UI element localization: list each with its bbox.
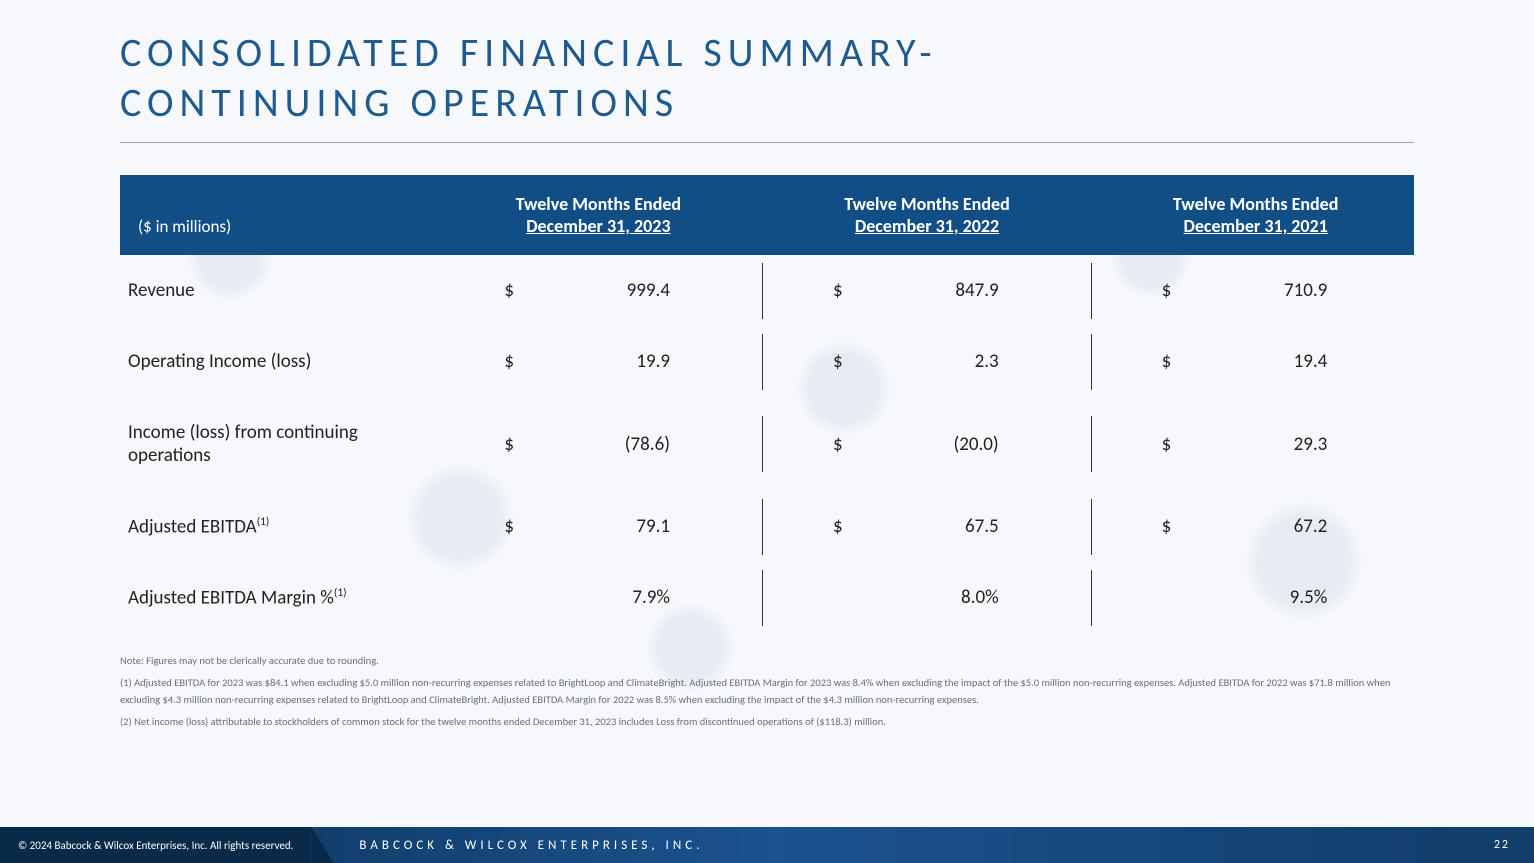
period-prefix: Twelve Months Ended bbox=[779, 193, 1076, 215]
currency-symbol: $ bbox=[440, 255, 520, 326]
units-label: ($ in millions) bbox=[120, 175, 440, 255]
col-separator bbox=[757, 326, 769, 397]
row-label: Adjusted EBITDA(1) bbox=[120, 491, 440, 562]
cell-pad bbox=[680, 326, 757, 397]
col-separator bbox=[1085, 491, 1097, 562]
footer-copyright: © 2024 Babcock & Wilcox Enterprises, Inc… bbox=[0, 827, 311, 863]
table-row: Income (loss) from continuing operations… bbox=[120, 397, 1414, 491]
col-separator bbox=[757, 397, 769, 491]
cell-value: (78.6) bbox=[520, 397, 680, 491]
cell-pad bbox=[1337, 397, 1414, 491]
table-row: Adjusted EBITDA(1)$79.1$67.5$67.2 bbox=[120, 491, 1414, 562]
cell-value: (20.0) bbox=[849, 397, 1009, 491]
header-sep bbox=[1085, 175, 1097, 255]
row-label: Revenue bbox=[120, 255, 440, 326]
cell-pad bbox=[1337, 255, 1414, 326]
cell-value: 8.0% bbox=[849, 562, 1009, 633]
col-separator bbox=[757, 255, 769, 326]
row-label: Adjusted EBITDA Margin %(1) bbox=[120, 562, 440, 633]
row-label-sup: (1) bbox=[257, 515, 270, 529]
period-prefix: Twelve Months Ended bbox=[450, 193, 747, 215]
title-block: CONSOLIDATED FINANCIAL SUMMARY- CONTINUI… bbox=[0, 0, 1534, 143]
page-title: CONSOLIDATED FINANCIAL SUMMARY- CONTINUI… bbox=[120, 28, 1414, 143]
table-row: Revenue$999.4$847.9$710.9 bbox=[120, 255, 1414, 326]
col-separator bbox=[1085, 326, 1097, 397]
cell-value: 999.4 bbox=[520, 255, 680, 326]
currency-symbol: $ bbox=[1097, 326, 1177, 397]
cell-pad bbox=[1337, 326, 1414, 397]
period-date: December 31, 2022 bbox=[779, 215, 1076, 237]
cell-pad bbox=[1337, 562, 1414, 633]
title-line-2: CONTINUING OPERATIONS bbox=[120, 78, 679, 127]
title-line-1: CONSOLIDATED FINANCIAL SUMMARY- bbox=[120, 28, 938, 77]
col-header-2021: Twelve Months Ended December 31, 2021 bbox=[1097, 175, 1414, 255]
currency-symbol: $ bbox=[1097, 397, 1177, 491]
cell-pad bbox=[680, 562, 757, 633]
col-separator bbox=[757, 562, 769, 633]
currency-symbol bbox=[769, 562, 849, 633]
currency-symbol: $ bbox=[440, 397, 520, 491]
footnote-1: (1) Adjusted EBITDA for 2023 was $84.1 w… bbox=[120, 674, 1414, 710]
cell-pad bbox=[680, 491, 757, 562]
currency-symbol: $ bbox=[440, 326, 520, 397]
footnote-2: (2) Net income (loss) attributable to st… bbox=[120, 713, 1414, 731]
row-label: Income (loss) from continuing operations bbox=[120, 397, 440, 491]
cell-value: 7.9% bbox=[520, 562, 680, 633]
cell-value: 19.9 bbox=[520, 326, 680, 397]
cell-pad bbox=[680, 397, 757, 491]
cell-value: 29.3 bbox=[1177, 397, 1337, 491]
currency-symbol: $ bbox=[440, 491, 520, 562]
table-row: Operating Income (loss)$19.9$2.3$19.4 bbox=[120, 326, 1414, 397]
header-sep bbox=[757, 175, 769, 255]
currency-symbol: $ bbox=[769, 326, 849, 397]
col-separator bbox=[1085, 397, 1097, 491]
cell-value: 67.5 bbox=[849, 491, 1009, 562]
cell-value: 710.9 bbox=[1177, 255, 1337, 326]
financial-table-wrap: ($ in millions) Twelve Months Ended Dece… bbox=[0, 143, 1534, 634]
financial-table: ($ in millions) Twelve Months Ended Dece… bbox=[120, 175, 1414, 634]
footnote-rounding: Note: Figures may not be clerically accu… bbox=[120, 652, 1414, 670]
currency-symbol: $ bbox=[1097, 255, 1177, 326]
cell-pad bbox=[680, 255, 757, 326]
cell-value: 847.9 bbox=[849, 255, 1009, 326]
cell-value: 79.1 bbox=[520, 491, 680, 562]
table-body: Revenue$999.4$847.9$710.9Operating Incom… bbox=[120, 255, 1414, 634]
table-header-row: ($ in millions) Twelve Months Ended Dece… bbox=[120, 175, 1414, 255]
currency-symbol: $ bbox=[1097, 491, 1177, 562]
cell-pad bbox=[1337, 491, 1414, 562]
col-separator bbox=[1085, 255, 1097, 326]
slide: CONSOLIDATED FINANCIAL SUMMARY- CONTINUI… bbox=[0, 0, 1534, 863]
cell-value: 67.2 bbox=[1177, 491, 1337, 562]
col-header-2022: Twelve Months Ended December 31, 2022 bbox=[769, 175, 1086, 255]
cell-pad bbox=[1009, 255, 1086, 326]
footnotes: Note: Figures may not be clerically accu… bbox=[0, 634, 1534, 731]
footer-bar: © 2024 Babcock & Wilcox Enterprises, Inc… bbox=[0, 827, 1534, 863]
cell-pad bbox=[1009, 326, 1086, 397]
cell-value: 2.3 bbox=[849, 326, 1009, 397]
footer-brand: BABCOCK & WILCOX ENTERPRISES, INC. bbox=[311, 827, 1469, 863]
row-label: Operating Income (loss) bbox=[120, 326, 440, 397]
currency-symbol: $ bbox=[769, 255, 849, 326]
cell-value: 19.4 bbox=[1177, 326, 1337, 397]
period-date: December 31, 2023 bbox=[450, 215, 747, 237]
row-label-sup: (1) bbox=[334, 586, 347, 600]
period-date: December 31, 2021 bbox=[1107, 215, 1404, 237]
cell-pad bbox=[1009, 397, 1086, 491]
cell-pad bbox=[1009, 491, 1086, 562]
currency-symbol bbox=[440, 562, 520, 633]
cell-pad bbox=[1009, 562, 1086, 633]
currency-symbol bbox=[1097, 562, 1177, 633]
footer-page-number: 22 bbox=[1470, 827, 1534, 863]
col-header-2023: Twelve Months Ended December 31, 2023 bbox=[440, 175, 757, 255]
period-prefix: Twelve Months Ended bbox=[1107, 193, 1404, 215]
col-separator bbox=[757, 491, 769, 562]
table-row: Adjusted EBITDA Margin %(1) 7.9% 8.0% 9.5% bbox=[120, 562, 1414, 633]
currency-symbol: $ bbox=[769, 491, 849, 562]
cell-value: 9.5% bbox=[1177, 562, 1337, 633]
currency-symbol: $ bbox=[769, 397, 849, 491]
col-separator bbox=[1085, 562, 1097, 633]
